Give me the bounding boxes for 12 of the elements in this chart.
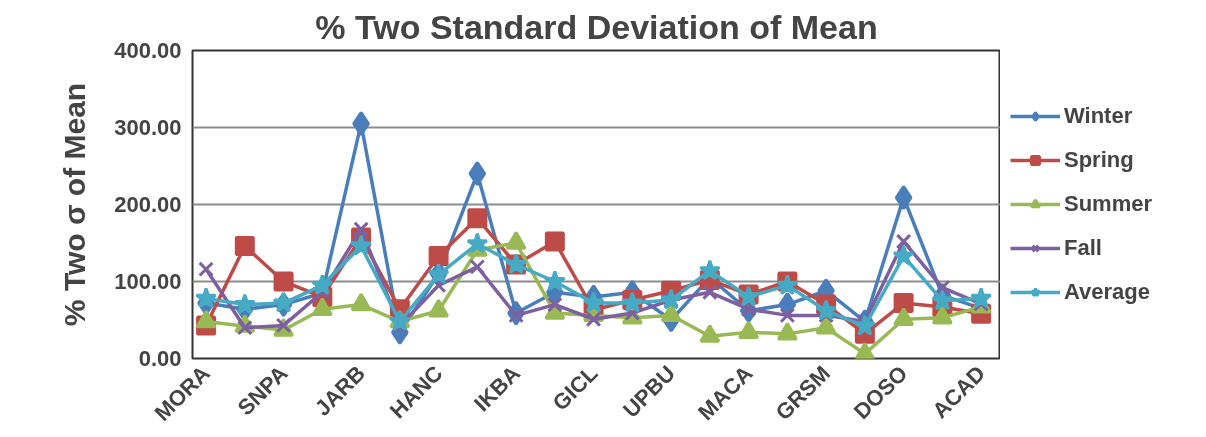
legend-label: Average <box>1064 279 1151 305</box>
legend-label: Fall <box>1064 235 1102 261</box>
legend-label: Spring <box>1064 147 1134 173</box>
chart-title: % Two Standard Deviation of Mean <box>315 7 878 46</box>
legend-label: Summer <box>1064 191 1153 217</box>
y-tick-label: 100.00 <box>114 269 182 294</box>
y-axis-title: % Two σ of Mean <box>58 82 92 327</box>
y-tick-label: 300.00 <box>114 115 182 140</box>
y-tick-label: 200.00 <box>114 192 182 217</box>
legend-label: Winter <box>1064 103 1133 129</box>
y-tick-label: 400.00 <box>114 38 182 63</box>
y-tick-label: 0.00 <box>138 346 182 371</box>
